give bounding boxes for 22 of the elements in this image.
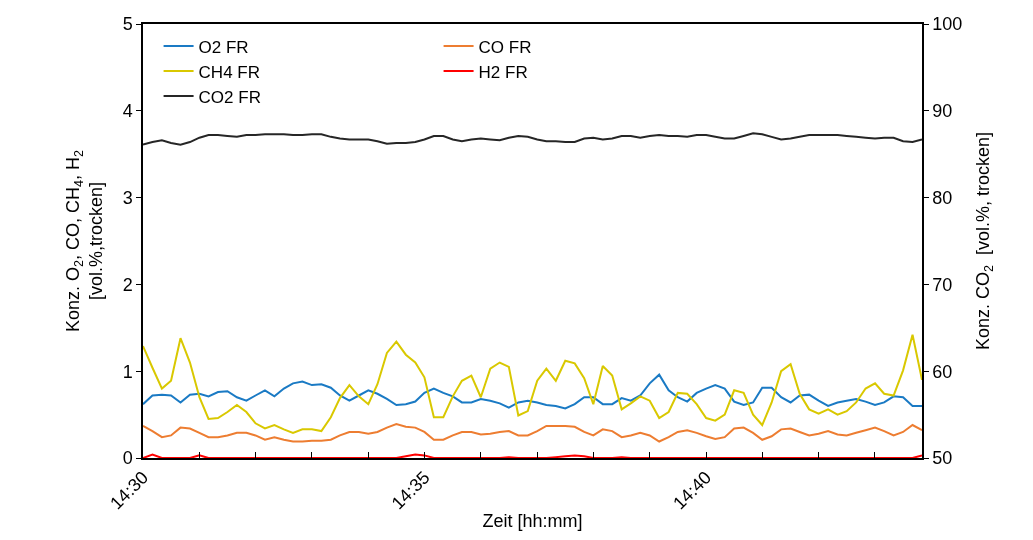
legend-label: O2 FR (198, 37, 249, 57)
line-series (143, 333, 922, 434)
legend-label: H2 FR (478, 62, 528, 82)
x-axis-title: Zeit [hh:mm] (482, 511, 583, 531)
legend-label: CH4 FR (198, 62, 260, 82)
line-series (143, 423, 922, 443)
line-series (143, 132, 922, 146)
y-tick-label: 1 (122, 361, 133, 382)
legend-label: CO FR (478, 37, 532, 57)
legend-label: CO2 FR (198, 87, 261, 107)
y2-tick-label: 60 (932, 361, 953, 382)
y2-tick-label: 80 (932, 187, 953, 208)
y2-tick-label: 90 (932, 101, 953, 122)
y-tick-label: 3 (122, 187, 133, 208)
y-tick-label: 0 (122, 448, 133, 469)
y2-tick-label: 50 (932, 448, 953, 469)
y-tick-label: 5 (122, 14, 133, 35)
line-series (143, 373, 922, 410)
y-tick-label: 2 (122, 274, 133, 295)
y-tick-label: 4 (122, 101, 133, 122)
y2-tick-label: 70 (932, 274, 953, 295)
y2-tick-label: 100 (932, 14, 963, 35)
